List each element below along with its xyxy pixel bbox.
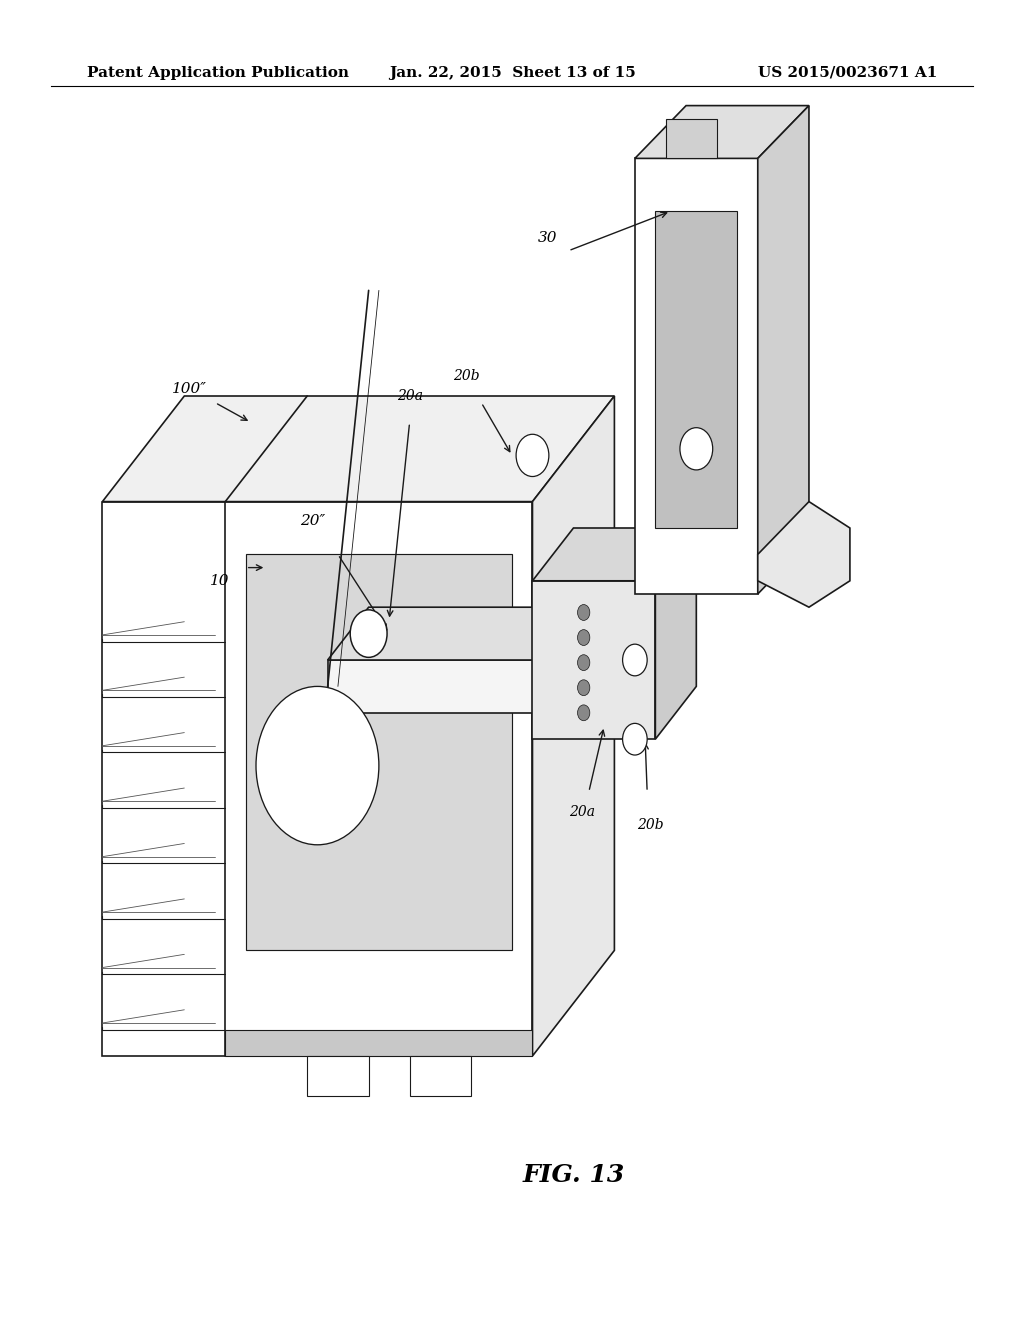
Polygon shape bbox=[532, 528, 696, 581]
Polygon shape bbox=[102, 396, 614, 502]
Circle shape bbox=[680, 428, 713, 470]
Polygon shape bbox=[758, 502, 850, 607]
Polygon shape bbox=[225, 1030, 532, 1056]
Polygon shape bbox=[758, 106, 809, 594]
Polygon shape bbox=[307, 1056, 369, 1096]
Text: 20a: 20a bbox=[396, 389, 423, 403]
Text: US 2015/0023671 A1: US 2015/0023671 A1 bbox=[758, 66, 937, 79]
Text: Jan. 22, 2015  Sheet 13 of 15: Jan. 22, 2015 Sheet 13 of 15 bbox=[389, 66, 635, 79]
Text: 20b: 20b bbox=[637, 818, 664, 832]
Polygon shape bbox=[246, 554, 512, 950]
Text: FIG. 13: FIG. 13 bbox=[522, 1163, 625, 1187]
Text: Patent Application Publication: Patent Application Publication bbox=[87, 66, 349, 79]
Polygon shape bbox=[655, 528, 696, 739]
Polygon shape bbox=[666, 119, 717, 158]
Circle shape bbox=[623, 723, 647, 755]
Polygon shape bbox=[102, 502, 532, 1056]
Circle shape bbox=[578, 605, 590, 620]
Circle shape bbox=[578, 630, 590, 645]
Circle shape bbox=[350, 610, 387, 657]
Text: 10: 10 bbox=[210, 574, 230, 587]
Polygon shape bbox=[328, 607, 696, 660]
Text: 100″: 100″ bbox=[172, 383, 207, 396]
Polygon shape bbox=[532, 396, 614, 1056]
Circle shape bbox=[256, 686, 379, 845]
Circle shape bbox=[623, 644, 647, 676]
Text: 30: 30 bbox=[538, 231, 558, 244]
Text: 20″: 20″ bbox=[300, 515, 325, 528]
Polygon shape bbox=[655, 211, 737, 528]
Polygon shape bbox=[328, 660, 655, 713]
Polygon shape bbox=[635, 106, 809, 158]
Polygon shape bbox=[410, 1056, 471, 1096]
Polygon shape bbox=[635, 158, 758, 594]
Text: 20b: 20b bbox=[453, 370, 479, 383]
Circle shape bbox=[578, 655, 590, 671]
Polygon shape bbox=[532, 581, 655, 739]
Circle shape bbox=[578, 680, 590, 696]
Text: 20a: 20a bbox=[568, 805, 595, 818]
Circle shape bbox=[578, 705, 590, 721]
Circle shape bbox=[516, 434, 549, 477]
